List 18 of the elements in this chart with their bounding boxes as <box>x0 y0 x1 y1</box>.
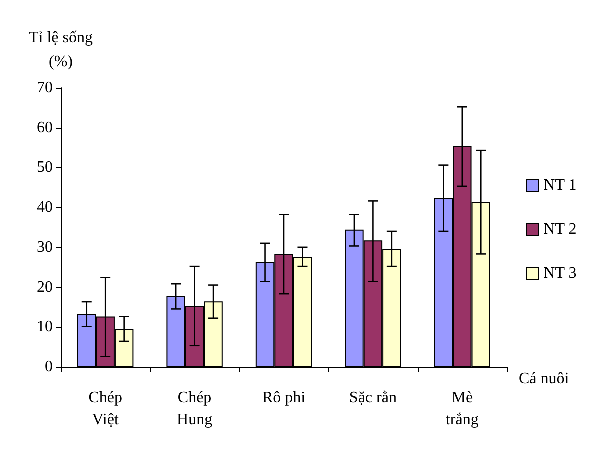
y-tick-label: 70 <box>37 80 53 96</box>
y-tick-label: 60 <box>37 119 53 136</box>
x-tick-label: Chép Hung <box>177 390 213 428</box>
y-tick-label: 40 <box>37 199 53 216</box>
y-tick-label: 20 <box>37 278 53 296</box>
y-tick-label: 30 <box>37 238 53 256</box>
legend-label: NT 3 <box>544 265 577 282</box>
y-tick-label: 50 <box>37 159 53 176</box>
y-tick-label: 0 <box>45 358 53 376</box>
y-axis-title: Tỉ lệ sống (%) <box>29 30 93 70</box>
legend-label: NT 1 <box>544 177 577 194</box>
y-tick-label: 10 <box>37 318 53 336</box>
x-tick-label: Rô phi <box>262 390 306 406</box>
legend-label: NT 2 <box>544 221 577 238</box>
x-tick-label: Chép Việt <box>88 390 122 428</box>
x-axis-title: Cá nuôi <box>519 370 570 388</box>
x-tick-label: Sặc rằn <box>349 390 397 406</box>
x-tick-label: Mè trắng <box>446 390 479 428</box>
